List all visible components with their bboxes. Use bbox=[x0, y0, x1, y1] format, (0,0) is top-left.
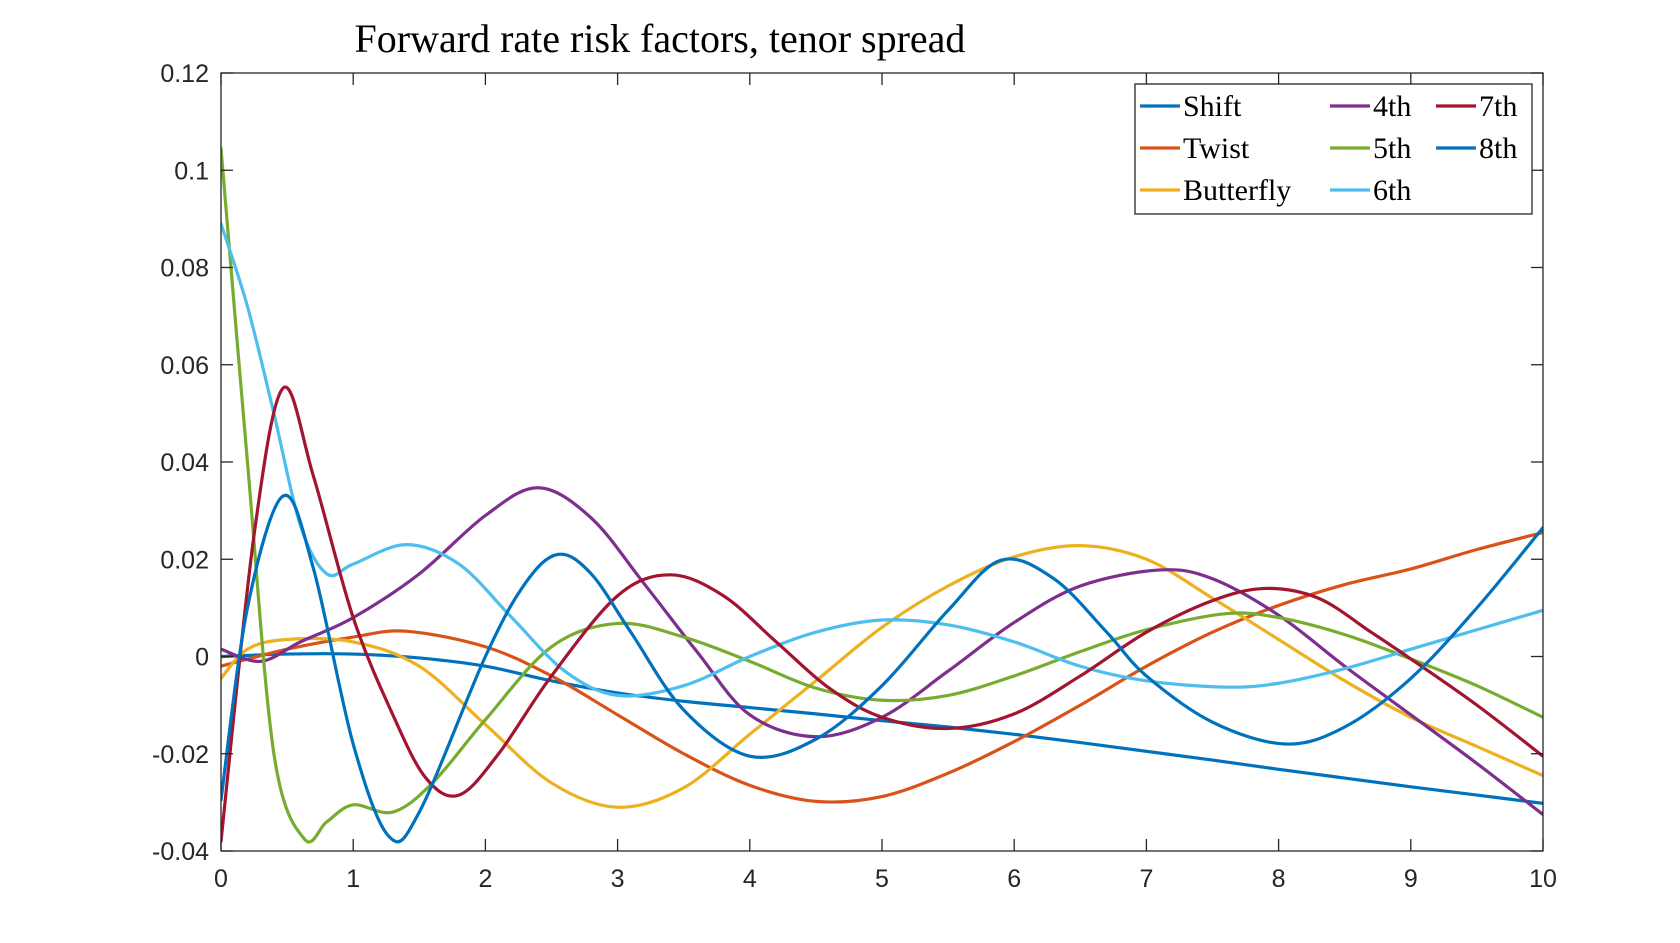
y-tick-label: -0.04 bbox=[152, 838, 209, 866]
series-line-5th bbox=[221, 146, 1543, 844]
series-line-shift bbox=[221, 652, 1543, 805]
chart-title: Forward rate risk factors, tenor spread bbox=[355, 16, 966, 61]
x-tick-label: 1 bbox=[346, 865, 360, 893]
legend-label-6th: 6th bbox=[1373, 174, 1411, 207]
legend-label-7th: 7th bbox=[1479, 90, 1517, 123]
x-tick-label: 0 bbox=[214, 865, 228, 893]
x-tick-label: 9 bbox=[1404, 865, 1418, 893]
x-tick-label: 6 bbox=[1007, 865, 1021, 893]
series-line-6th bbox=[221, 222, 1543, 698]
series-line-butterfly bbox=[221, 544, 1543, 809]
y-tick-label: 0.06 bbox=[160, 352, 209, 380]
x-tick-label: 5 bbox=[875, 865, 889, 893]
series-line-8th bbox=[221, 493, 1543, 844]
y-tick-label: 0.04 bbox=[160, 449, 209, 477]
legend-label-butterfly: Butterfly bbox=[1183, 174, 1291, 207]
y-tick-label: 0.08 bbox=[160, 255, 209, 283]
x-tick-label: 10 bbox=[1529, 865, 1557, 893]
series-line-twist bbox=[221, 530, 1543, 804]
series-line-4th bbox=[221, 486, 1543, 817]
legend-label-shift: Shift bbox=[1183, 90, 1242, 123]
legend-label-twist: Twist bbox=[1183, 132, 1250, 165]
legend-label-8th: 8th bbox=[1479, 132, 1517, 165]
y-tick-label: 0.02 bbox=[160, 546, 209, 574]
x-tick-label: 3 bbox=[611, 865, 625, 893]
y-tick-label: 0.12 bbox=[160, 60, 209, 88]
x-tick-label: 4 bbox=[743, 865, 757, 893]
legend: Shift Twist Butterfly 4th 5th 6th 7th 8th bbox=[1134, 83, 1533, 215]
series-line-7th bbox=[221, 385, 1543, 843]
y-tick-label: 0.1 bbox=[174, 157, 209, 185]
y-tick-label: -0.02 bbox=[152, 741, 209, 769]
y-tick-label: 0 bbox=[195, 644, 209, 672]
legend-label-4th: 4th bbox=[1373, 90, 1411, 123]
x-tick-label: 2 bbox=[478, 865, 492, 893]
legend-label-5th: 5th bbox=[1373, 132, 1411, 165]
x-tick-label: 8 bbox=[1272, 865, 1286, 893]
x-tick-label: 7 bbox=[1139, 865, 1153, 893]
